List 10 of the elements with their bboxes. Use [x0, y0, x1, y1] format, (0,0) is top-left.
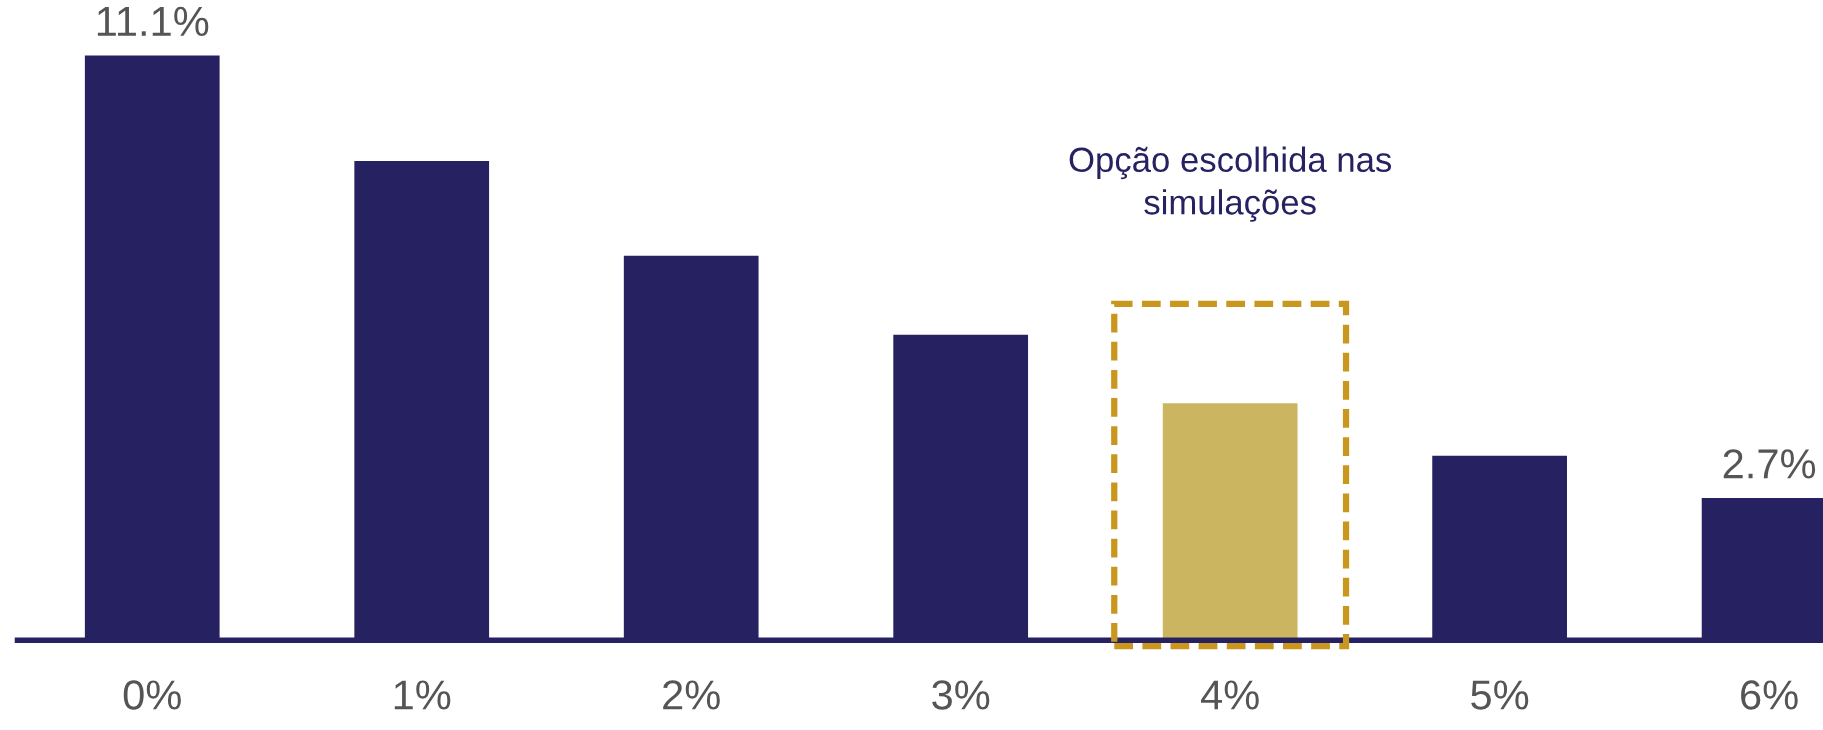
- x-tick-label: 2%: [663, 680, 720, 710]
- x-tick-label: 5%: [1471, 680, 1529, 710]
- data-label: 11.1%: [97, 6, 209, 37]
- data-label: 2.7%: [1723, 449, 1816, 479]
- x-tick-label: 1%: [394, 680, 451, 710]
- x-tick-label: 6%: [1741, 680, 1798, 710]
- x-tick-label: 3%: [932, 680, 990, 710]
- annotation: Opção escolhida nas simulações: [1069, 146, 1392, 222]
- x-tick-label: 0%: [123, 680, 181, 710]
- x-tick-label: 4%: [1201, 680, 1259, 710]
